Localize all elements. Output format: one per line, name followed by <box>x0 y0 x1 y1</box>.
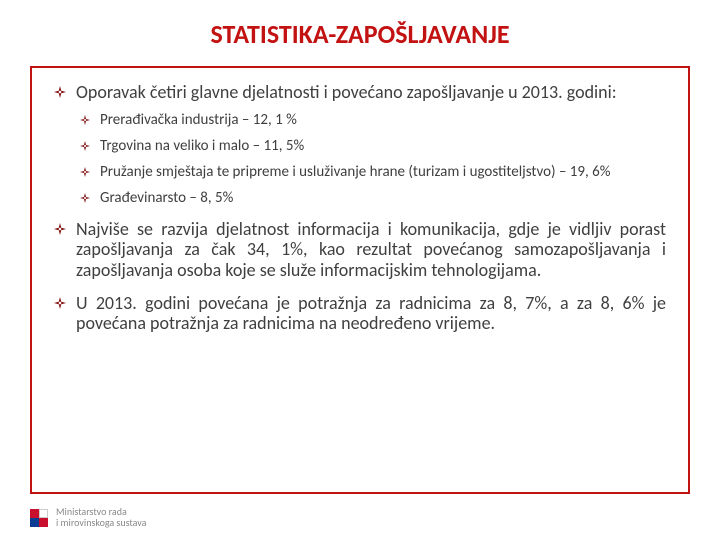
item-text: Najviše se razvija djelatnost informacij… <box>76 219 666 281</box>
sub-item-text: Prerađivačka industrija – 12, 1 % <box>100 111 297 129</box>
bullet-icon <box>54 297 66 309</box>
bullet-icon <box>80 141 90 151</box>
sub-list-item: Građevinarsto – 8, 5% <box>80 189 666 207</box>
list-item: Oporavak četiri glavne djelatnosti i pov… <box>54 82 666 103</box>
footer-text: Ministarstvo rada i mirovinskoga sustava <box>56 507 146 528</box>
bullet-icon <box>54 223 66 235</box>
content-box: Oporavak četiri glavne djelatnosti i pov… <box>30 66 690 494</box>
list-item: U 2013. godini povećana je potražnja za … <box>54 293 666 334</box>
list-item: Najviše se razvija djelatnost informacij… <box>54 219 666 281</box>
bullet-icon <box>80 115 90 125</box>
sub-list-item: Trgovina na veliko i malo – 11, 5% <box>80 137 666 155</box>
sub-item-text: Trgovina na veliko i malo – 11, 5% <box>100 137 304 155</box>
sub-list-item: Pružanje smještaja te pripreme i usluživ… <box>80 163 666 181</box>
bullet-icon <box>54 86 66 98</box>
sub-item-text: Pružanje smještaja te pripreme i usluživ… <box>100 163 610 181</box>
item-text: Oporavak četiri glavne djelatnosti i pov… <box>76 82 617 103</box>
ministry-logo-icon <box>30 509 48 527</box>
bullet-icon <box>80 193 90 203</box>
footer-line2: i mirovinskoga sustava <box>56 518 146 529</box>
bullet-icon <box>80 167 90 177</box>
sub-item-text: Građevinarsto – 8, 5% <box>100 189 233 207</box>
sub-list-item: Prerađivačka industrija – 12, 1 % <box>80 111 666 129</box>
footer: Ministarstvo rada i mirovinskoga sustava <box>30 507 146 528</box>
slide-title: STATISTIKA-ZAPOŠLJAVANJE <box>0 0 720 60</box>
item-text: U 2013. godini povećana je potražnja za … <box>76 293 666 334</box>
slide: STATISTIKA-ZAPOŠLJAVANJE Oporavak četiri… <box>0 0 720 540</box>
